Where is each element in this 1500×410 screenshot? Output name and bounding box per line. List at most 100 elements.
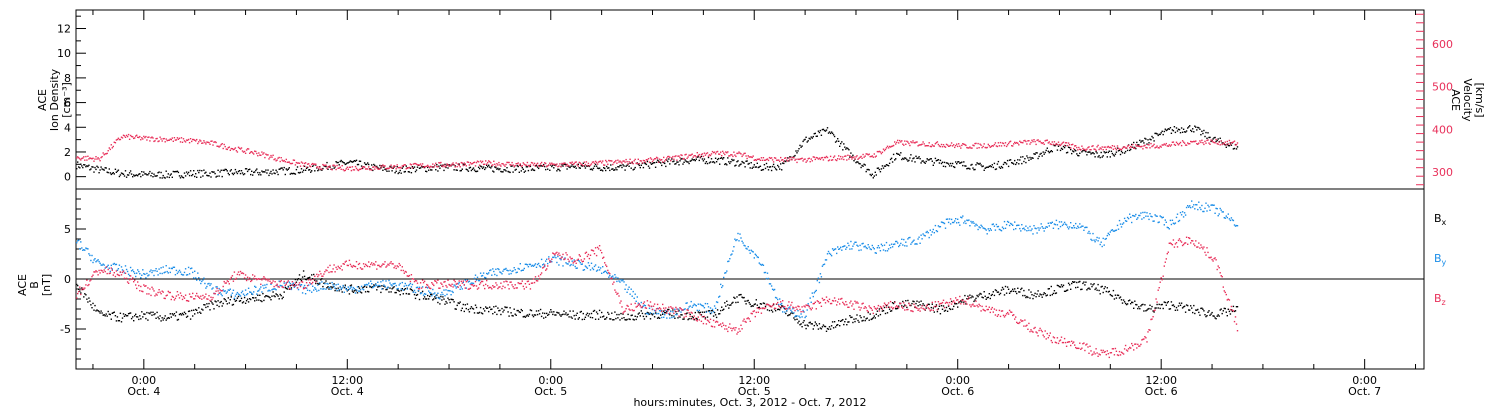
by-series-point — [342, 284, 344, 287]
density-series-point — [237, 170, 240, 173]
by-series-point — [1073, 225, 1075, 227]
by-series-point — [256, 293, 258, 295]
by-series-point — [922, 233, 924, 235]
density-series-point — [1182, 128, 1185, 130]
velocity-series-point — [953, 144, 955, 146]
by-series-point — [915, 243, 917, 245]
velocity-series-point — [1207, 139, 1209, 141]
density-series-point — [343, 162, 345, 164]
bz-series-point — [340, 265, 342, 267]
bz-series-point — [243, 277, 246, 279]
by-series-point — [1172, 222, 1175, 224]
density-series-point — [481, 167, 484, 170]
density-series-point — [848, 149, 850, 151]
bz-series-point — [305, 282, 308, 284]
density-series-point — [1050, 150, 1052, 152]
by-series-point — [322, 288, 324, 290]
bx-series-point — [134, 315, 136, 317]
density-series-point — [750, 162, 752, 164]
velocity-series-point — [970, 147, 972, 149]
bx-series-point — [113, 311, 115, 313]
bz-series-point — [376, 268, 378, 270]
by-series-point — [994, 229, 997, 231]
by-series-point — [954, 220, 956, 222]
bx-series-point — [92, 302, 94, 305]
by-series-point — [809, 297, 811, 299]
density-series-point — [427, 166, 429, 169]
bz-series-point — [302, 288, 305, 290]
density-series-point — [706, 162, 709, 165]
density-series-point — [1049, 151, 1051, 153]
bx-series-point — [199, 311, 201, 313]
velocity-series-point — [1197, 143, 1199, 145]
bx-series-point — [861, 320, 863, 322]
density-series-point — [797, 150, 799, 152]
velocity-series-point — [297, 162, 300, 164]
bx-series-point — [580, 310, 582, 313]
by-series-point — [80, 241, 82, 243]
density-series-point — [920, 162, 922, 164]
density-series-point — [395, 170, 397, 172]
bx-series-point — [1134, 300, 1136, 302]
velocity-series-point — [1121, 147, 1124, 149]
by-series-point — [180, 273, 183, 275]
velocity-series-point — [631, 161, 633, 163]
by-series-point — [574, 265, 576, 268]
by-series-point — [93, 259, 95, 261]
density-series-point — [929, 158, 931, 160]
density-series-point — [896, 152, 898, 155]
density-series-point — [275, 169, 277, 171]
by-series-point — [246, 293, 249, 295]
density-series-point — [220, 169, 222, 171]
by-series-point — [1053, 223, 1056, 225]
velocity-series-point — [501, 163, 503, 165]
density-series-point — [651, 162, 654, 165]
by-series-point — [163, 272, 165, 274]
density-series-point — [695, 158, 697, 160]
velocity-series-point — [453, 164, 455, 166]
velocity-series-point — [212, 144, 214, 146]
velocity-series-point — [226, 148, 228, 151]
density-series-point — [117, 169, 120, 171]
by-series-point — [1150, 215, 1152, 217]
bx-series-point — [736, 296, 738, 298]
bx-series-point — [243, 296, 246, 299]
by-series-point — [358, 290, 361, 292]
density-series-point — [960, 162, 962, 164]
by-series-point — [187, 266, 190, 269]
by-series-point — [725, 272, 727, 274]
density-series-point — [495, 166, 497, 169]
by-series-point — [390, 284, 392, 286]
density-series-point — [718, 157, 720, 160]
by-series-point — [943, 222, 946, 225]
by-series-point — [391, 285, 393, 287]
by-series-point — [362, 289, 365, 291]
by-series-point — [849, 248, 851, 250]
bz-series-point — [378, 264, 380, 267]
velocity-series-point — [792, 156, 794, 159]
bz-series-point — [106, 272, 108, 275]
density-series-point — [223, 169, 225, 172]
velocity-series-point — [1053, 141, 1056, 143]
bx-series-point — [763, 302, 766, 305]
bx-series-point — [805, 327, 807, 330]
velocity-series-point — [176, 137, 179, 139]
density-series-point — [1159, 133, 1161, 136]
bx-series-point — [607, 311, 609, 314]
density-series-point — [879, 171, 882, 173]
density-series-point — [572, 165, 574, 168]
bx-series-point — [1033, 294, 1035, 297]
velocity-series-point — [145, 135, 147, 138]
velocity-series-point — [169, 138, 171, 140]
bx-series-point — [662, 313, 664, 315]
velocity-series-point — [596, 163, 599, 165]
bx-series-point — [744, 300, 746, 302]
density-series-point — [793, 155, 795, 158]
by-series-point — [630, 288, 632, 290]
by-series-point — [585, 266, 588, 268]
velocity-series-point — [604, 164, 606, 166]
by-series-point — [162, 266, 164, 268]
by-series-point — [601, 272, 603, 274]
velocity-series-point — [1184, 144, 1187, 146]
velocity-series-point — [166, 139, 168, 142]
